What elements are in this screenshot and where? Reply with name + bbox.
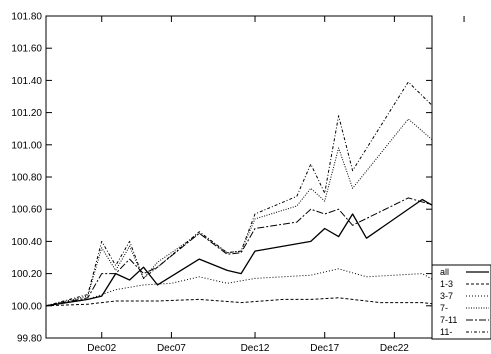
y-axis: 99.80 100.00 100.20 100.40 100.60 100.80 101.0…: [11, 12, 432, 345]
series-line-3-7: [46, 268, 432, 307]
series-lines: [46, 81, 432, 307]
y-tick-label: 100.20: [11, 269, 42, 280]
y-tick-label: 100.80: [11, 173, 42, 184]
y-tick-label: 99.80: [17, 334, 42, 345]
x-tick-label: Dec07: [157, 343, 186, 354]
y-tick-label: 101.00: [11, 140, 42, 151]
x-tick-label: Dec02: [87, 343, 116, 354]
y-tick-label: 100.40: [11, 237, 42, 248]
plot-frame: [45, 15, 433, 339]
x-axis: Dec02 Dec07 Dec12 Dec17 Dec22: [87, 16, 465, 354]
legend-label: 1-3: [440, 279, 453, 289]
y-tick-label: 101.60: [11, 44, 42, 55]
series-line-7-11: [46, 197, 432, 307]
series-line-1-3: [46, 297, 432, 307]
x-tick-label: Dec22: [380, 343, 409, 354]
legend-label: 7-11: [440, 315, 457, 325]
series-line-7-: [46, 118, 432, 307]
y-tick-label: 100.60: [11, 205, 42, 216]
series-line-all: [46, 198, 432, 307]
legend-box: [431, 264, 491, 340]
y-tick-label: 101.20: [11, 108, 42, 119]
x-tick-label: Dec12: [241, 343, 270, 354]
legend-label: 11-: [440, 327, 452, 337]
legend-label: 7-: [440, 303, 448, 313]
legend: all 1-3 3-7 7- 7-11 11-: [431, 264, 491, 340]
y-tick-label: 100.00: [11, 301, 42, 312]
series-line-11-: [46, 81, 432, 307]
x-tick-label: Dec17: [310, 343, 339, 354]
y-tick-label: 101.40: [11, 76, 42, 87]
legend-label: all: [440, 267, 449, 277]
legend-label: 3-7: [440, 291, 453, 301]
y-tick-label: 101.80: [11, 12, 42, 23]
